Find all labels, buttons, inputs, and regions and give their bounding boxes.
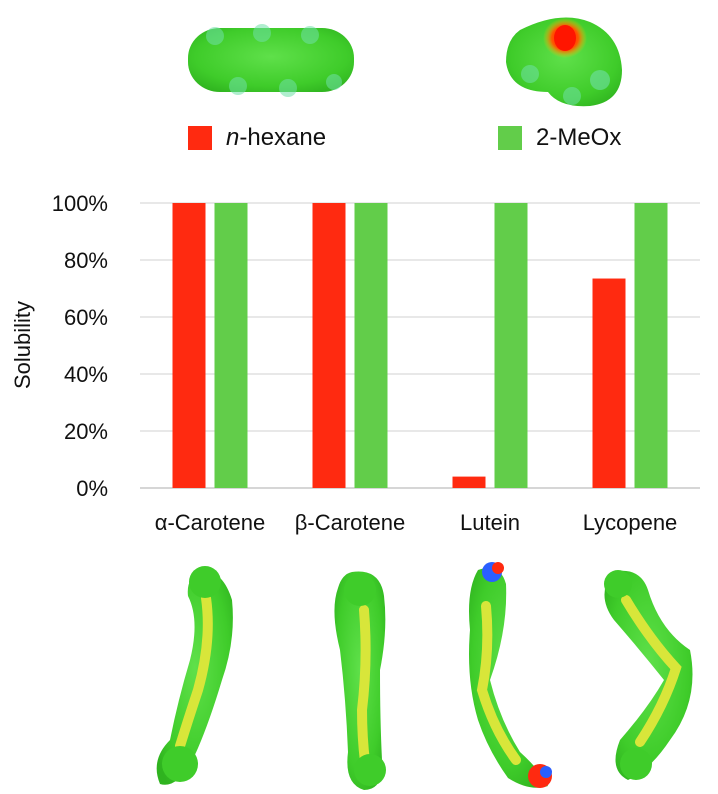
legend-item-meox: 2-MeOx [498, 124, 621, 152]
y-tick-labels: 0% 20% 40% 60% 80% 100% [52, 191, 108, 501]
beta-carotene-molecule-image [334, 571, 386, 790]
category-label: Lycopene [583, 510, 678, 535]
lutein-molecule-image [469, 562, 552, 788]
y-tick-label: 80% [64, 248, 108, 273]
bar-meox-3 [634, 203, 668, 488]
category-label: Lutein [460, 510, 520, 535]
meox-molecule-image [506, 17, 622, 107]
bar-meox-1 [354, 203, 388, 488]
bar-hexane-1 [312, 203, 346, 488]
bar-meox-2 [494, 203, 528, 488]
y-tick-label: 0% [76, 476, 108, 501]
y-tick-label: 60% [64, 305, 108, 330]
y-tick-label: 20% [64, 419, 108, 444]
legend: n-hexane 2-MeOx [0, 124, 718, 164]
legend-item-hexane: n-hexane [188, 124, 326, 152]
legend-swatch-hexane [188, 126, 212, 150]
legend-label-meox: 2-MeOx [536, 124, 622, 151]
alpha-carotene-molecule-image [156, 566, 233, 785]
category-labels: α-Carotene β-Carotene Lutein Lycopene [155, 510, 678, 535]
bar-hexane-2 [452, 476, 486, 488]
lycopene-molecule-image [604, 570, 693, 780]
bar-hexane-3 [592, 278, 626, 488]
y-tick-label: 40% [64, 362, 108, 387]
category-label: β-Carotene [295, 510, 405, 535]
bar-meox-0 [214, 203, 248, 488]
legend-label-hexane: n-hexane [226, 124, 327, 151]
y-axis-label: Solubility [10, 301, 35, 389]
y-tick-label: 100% [52, 191, 108, 216]
bars [172, 203, 668, 488]
legend-swatch-meox [498, 126, 522, 150]
category-label: α-Carotene [155, 510, 266, 535]
hexane-molecule-image [188, 24, 354, 97]
bar-hexane-0 [172, 203, 206, 488]
